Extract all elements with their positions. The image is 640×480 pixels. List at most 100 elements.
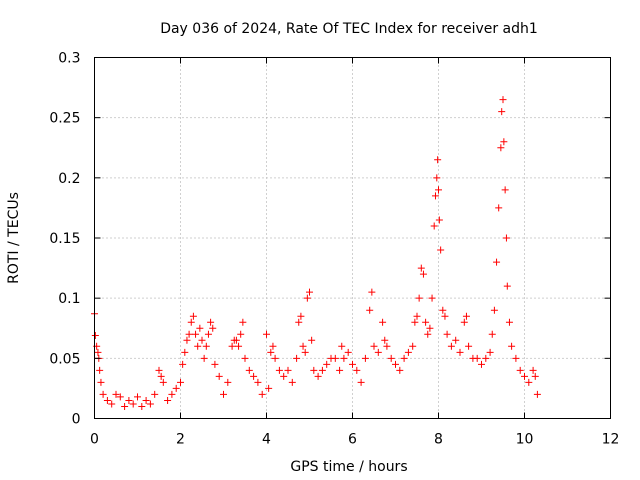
data-point <box>258 390 266 398</box>
axis-ticks <box>94 57 611 419</box>
data-point <box>159 378 167 386</box>
data-point <box>505 318 513 326</box>
chart-title: Day 036 of 2024, Rate Of TEC Index for r… <box>160 21 538 37</box>
data-point <box>426 324 434 332</box>
data-point <box>424 330 432 338</box>
data-point <box>134 393 141 401</box>
data-point <box>381 336 389 344</box>
data-point <box>503 282 511 290</box>
data-point <box>288 378 296 386</box>
data-point <box>368 288 376 296</box>
data-point <box>370 342 378 350</box>
x-tick-label: 6 <box>348 432 357 448</box>
y-tick-label: 0.05 <box>49 351 80 367</box>
data-point <box>502 234 510 242</box>
data-point <box>168 390 176 398</box>
grid <box>94 57 611 419</box>
data-point <box>202 342 210 350</box>
data-point <box>392 360 399 368</box>
data-point <box>493 258 501 266</box>
data-point <box>488 330 496 338</box>
data-point <box>97 378 105 386</box>
data-point <box>486 348 494 356</box>
data-point <box>241 354 249 362</box>
data-point <box>383 342 391 350</box>
data-point <box>374 348 382 356</box>
data-point <box>531 372 539 380</box>
data-point <box>500 138 508 146</box>
data-point <box>263 330 270 338</box>
data-point <box>235 342 243 350</box>
data-point <box>138 402 146 410</box>
data-point <box>194 342 202 350</box>
data-point <box>303 294 311 302</box>
data-point <box>349 360 356 368</box>
data-point <box>116 393 124 401</box>
data-point <box>103 396 111 404</box>
data-point <box>293 354 301 362</box>
data-point <box>245 366 253 374</box>
data-point <box>185 330 193 338</box>
data-point <box>189 312 197 320</box>
data-point <box>192 330 200 338</box>
data-point <box>306 288 313 296</box>
data-point <box>99 390 107 398</box>
data-point <box>237 330 245 338</box>
data-point <box>336 366 344 374</box>
data-point <box>521 372 528 380</box>
data-point <box>344 348 352 356</box>
data-point <box>151 390 159 398</box>
data-point <box>224 378 232 386</box>
data-point <box>443 330 451 338</box>
data-point <box>495 204 503 212</box>
data-point <box>473 354 481 362</box>
x-tick-label: 10 <box>516 432 534 448</box>
data-point <box>353 366 361 374</box>
data-point <box>301 348 309 356</box>
data-point <box>435 216 443 224</box>
data-point <box>379 318 387 326</box>
data-point <box>297 312 305 320</box>
data-point <box>404 348 412 356</box>
data-point <box>129 400 137 408</box>
data-point <box>200 354 208 362</box>
data-point <box>430 222 438 230</box>
y-tick-label: 0.15 <box>49 231 80 247</box>
data-point <box>112 390 120 398</box>
data-point <box>91 331 99 339</box>
x-tick-label: 8 <box>434 432 443 448</box>
data-point <box>465 342 473 350</box>
data-point <box>125 396 133 404</box>
data-point <box>228 342 236 350</box>
data-point <box>204 330 212 338</box>
data-point <box>267 348 275 356</box>
x-axis-label: GPS time / hours <box>290 459 407 475</box>
data-point <box>155 366 163 374</box>
data-point <box>400 354 408 362</box>
y-axis-label: ROTI / TECUs <box>6 192 22 284</box>
data-point <box>157 372 165 380</box>
data-point <box>198 336 206 344</box>
data-point <box>209 324 217 332</box>
data-point <box>413 312 421 320</box>
data-point <box>533 390 541 398</box>
data-point <box>271 354 279 362</box>
data-point <box>387 354 395 362</box>
data-point <box>482 354 490 362</box>
data-point <box>340 354 348 362</box>
data-point <box>417 264 425 272</box>
data-point <box>366 306 374 314</box>
data-point <box>254 378 262 386</box>
data-point <box>220 390 227 398</box>
data-point <box>508 342 516 350</box>
data-point <box>361 354 369 362</box>
data-point <box>232 336 240 344</box>
data-point <box>94 348 102 356</box>
data-point <box>142 396 150 404</box>
data-point <box>525 378 533 386</box>
data-point <box>497 144 505 152</box>
data-point <box>239 318 247 326</box>
data-point <box>280 372 288 380</box>
data-point <box>172 384 180 392</box>
data-point <box>187 318 195 326</box>
